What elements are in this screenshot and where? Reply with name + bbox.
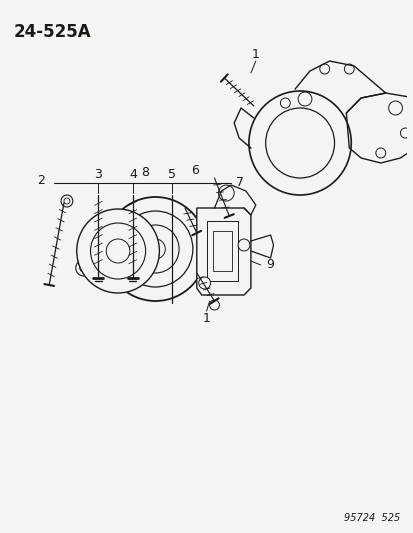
Text: 1: 1 <box>202 311 210 325</box>
Text: 4: 4 <box>128 168 136 182</box>
Text: 5: 5 <box>168 168 176 182</box>
Circle shape <box>198 277 210 289</box>
Text: 7: 7 <box>235 176 244 190</box>
Text: 9: 9 <box>266 259 274 271</box>
Circle shape <box>248 91 350 195</box>
Circle shape <box>104 197 206 301</box>
Polygon shape <box>196 208 250 295</box>
Circle shape <box>237 239 249 251</box>
Text: 24-525A: 24-525A <box>14 23 91 41</box>
Text: 6: 6 <box>190 165 198 177</box>
Circle shape <box>86 263 96 273</box>
Text: 95724  525: 95724 525 <box>344 513 400 523</box>
Circle shape <box>61 195 73 207</box>
Text: 2: 2 <box>37 174 45 188</box>
Circle shape <box>76 260 91 276</box>
Text: 1: 1 <box>251 49 259 61</box>
Text: 3: 3 <box>94 168 102 182</box>
Circle shape <box>226 216 235 226</box>
Text: 8: 8 <box>141 166 149 180</box>
Circle shape <box>218 185 234 201</box>
Circle shape <box>209 300 219 310</box>
Circle shape <box>76 209 159 293</box>
